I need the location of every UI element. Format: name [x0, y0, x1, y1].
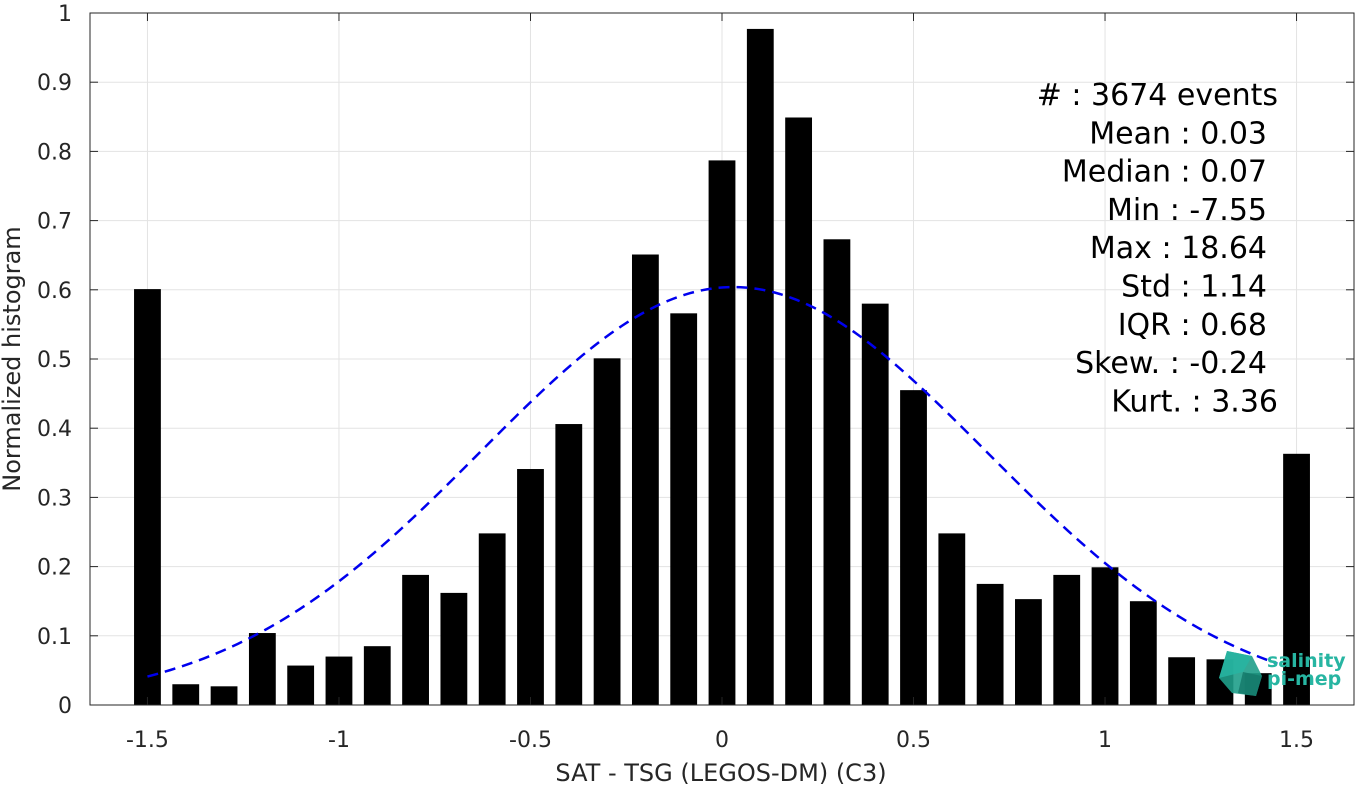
histogram-bar: [746, 28, 774, 705]
x-tick-label: -1: [328, 728, 350, 753]
y-axis-ticks: 0 0.1 0.2 0.3 0.4 0.5 0.6 0.7 0.8 0.9 1: [37, 2, 1354, 719]
histogram-bar: [363, 646, 391, 705]
histogram-bar: [172, 684, 200, 705]
histogram-bar: [1168, 657, 1196, 705]
histogram-bar: [555, 424, 583, 705]
y-tick-label: 1: [58, 2, 72, 27]
x-axis-ticks: -1.5 -1 -0.5 0 0.5 1 1.5: [126, 13, 1314, 753]
histogram-bar: [785, 117, 813, 705]
histogram-bar: [1091, 567, 1119, 705]
histogram-bar: [287, 665, 315, 705]
salinity-pi-mep-logo: salinity pi-mep: [1219, 650, 1346, 696]
y-tick-label: 0.6: [37, 279, 72, 304]
stats-line: IQR : 0.68: [1118, 308, 1267, 343]
x-tick-label: -0.5: [509, 728, 552, 753]
histogram-bar: [517, 469, 544, 705]
stats-line: Std : 1.14: [1121, 270, 1267, 305]
y-tick-label: 0.1: [37, 625, 72, 650]
histogram-bar: [976, 583, 1004, 705]
x-tick-label: 1: [1098, 728, 1112, 753]
x-tick-label: 0.5: [896, 728, 931, 753]
bars: [134, 28, 1310, 705]
y-tick-label: 0.4: [37, 417, 72, 442]
stats-line: Mean : 0.03: [1089, 116, 1267, 151]
histogram-bar: [210, 686, 238, 705]
histogram-bar: [861, 303, 889, 705]
histogram-bar: [1053, 574, 1081, 705]
stats-line: Min : -7.55: [1107, 193, 1267, 228]
histogram-bar: [402, 574, 429, 705]
histogram-bar: [1283, 453, 1310, 705]
stats-line: Skew. : -0.24: [1075, 346, 1267, 381]
stats-line: Max : 18.64: [1090, 231, 1267, 266]
logo-text-line1: salinity: [1267, 650, 1346, 672]
y-tick-label: 0.7: [37, 210, 72, 235]
y-tick-label: 0.5: [37, 348, 72, 373]
x-tick-label: 0: [715, 728, 729, 753]
histogram-bar: [938, 533, 966, 705]
histogram-bar: [134, 289, 161, 705]
y-tick-label: 0.9: [37, 71, 72, 96]
stats-line: Median : 0.07: [1062, 155, 1267, 190]
histogram-bar: [593, 358, 621, 705]
histogram-bar: [900, 390, 927, 705]
histogram-bar: [631, 254, 659, 705]
histogram-bar: [1129, 601, 1157, 705]
y-tick-label: 0.3: [37, 486, 72, 511]
stats-line: Kurt. : 3.36: [1111, 384, 1278, 419]
y-tick-label: 0.8: [37, 140, 72, 165]
histogram-bar: [823, 239, 851, 705]
x-tick-label: 1.5: [1279, 728, 1314, 753]
histogram-bar: [440, 592, 468, 705]
y-tick-label: 0: [58, 694, 72, 719]
x-tick-label: -1.5: [126, 728, 169, 753]
x-axis-label: SAT - TSG (LEGOS-DM) (C3): [555, 759, 886, 785]
y-axis-label: Normalized histogram: [0, 226, 26, 491]
logo-text-line2: pi-mep: [1267, 668, 1341, 690]
histogram-bar: [708, 160, 736, 705]
histogram-bar: [1015, 599, 1042, 705]
stats-line: # : 3674 events: [1037, 78, 1278, 113]
histogram-bar: [325, 656, 353, 705]
histogram-bar: [670, 313, 698, 705]
histogram-bar: [478, 533, 506, 705]
y-tick-label: 0.2: [37, 556, 72, 581]
histogram-bar: [248, 633, 276, 705]
